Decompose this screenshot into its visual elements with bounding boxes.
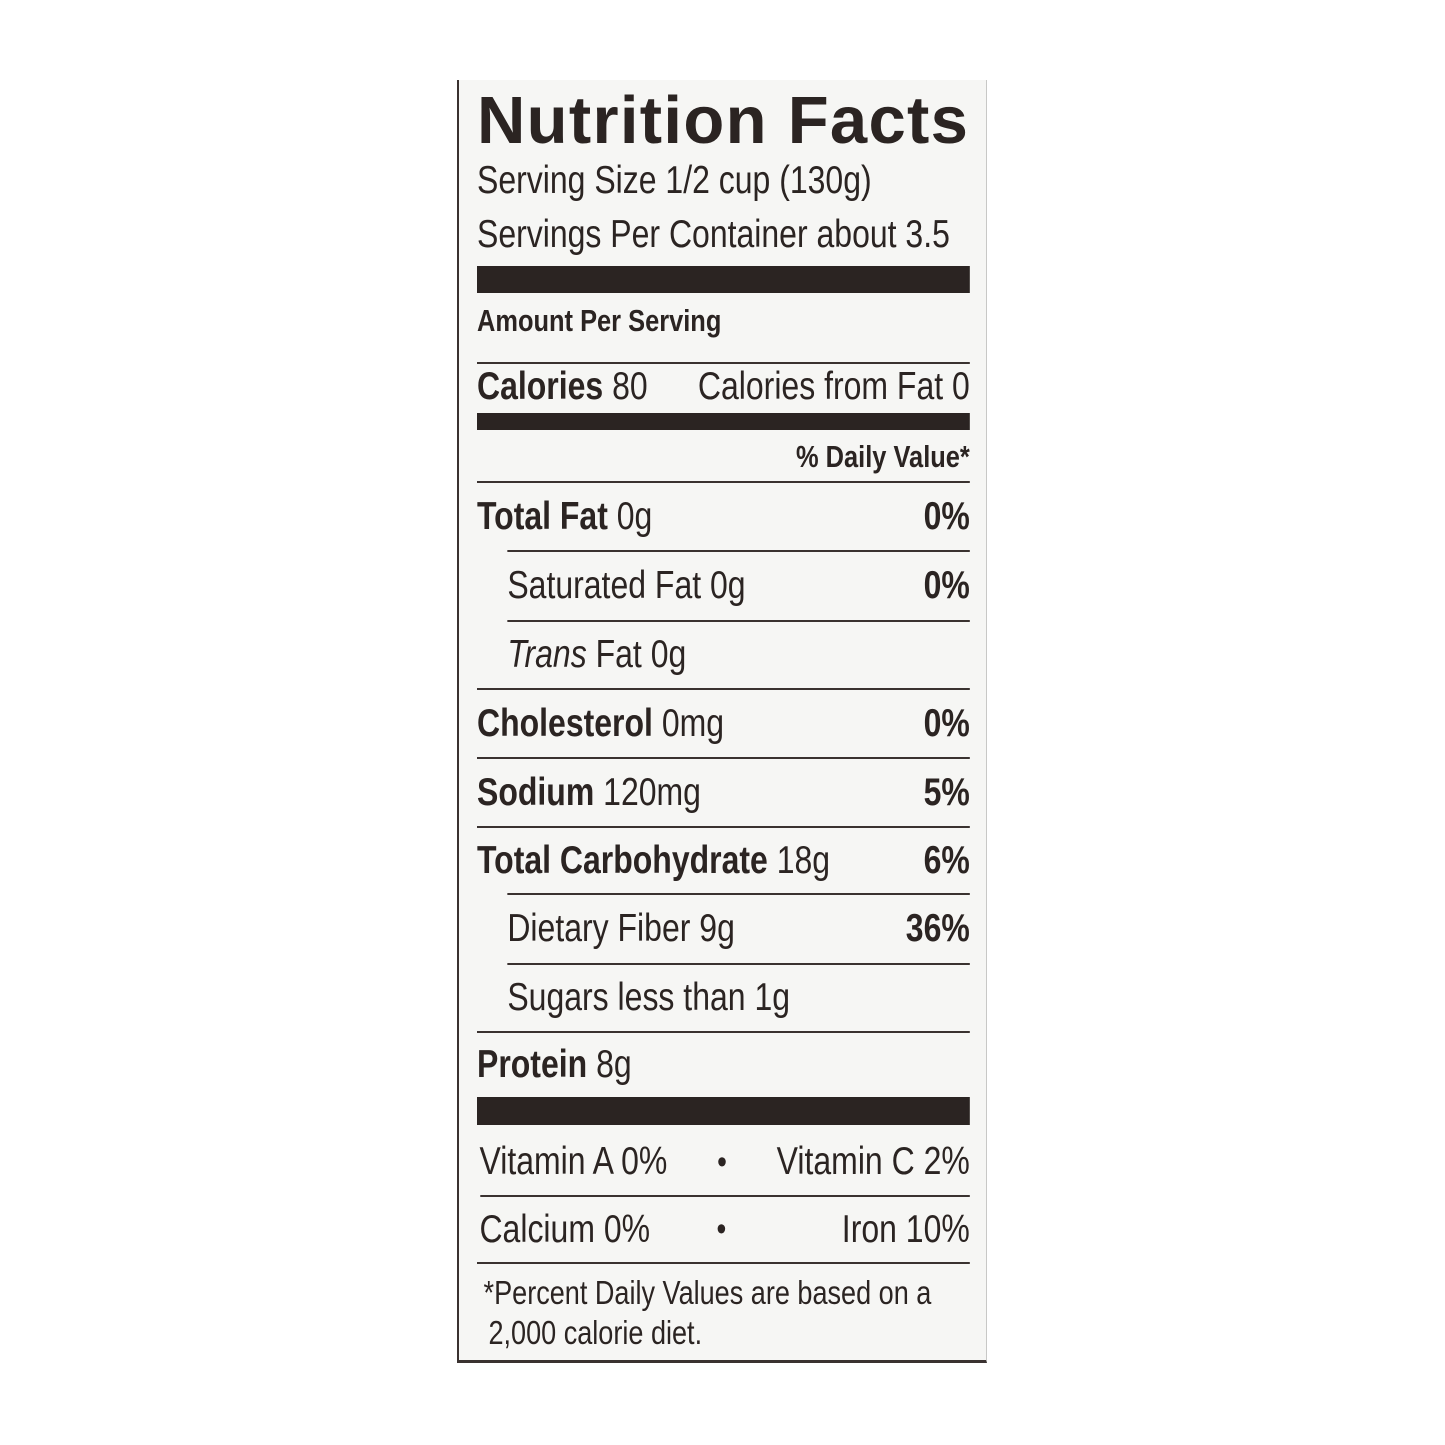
- label-title: Nutrition Facts: [477, 83, 970, 158]
- nutrient-total-fat: Total Fat 0g 0%: [477, 483, 970, 550]
- nutrient-dv: 0%: [923, 494, 970, 538]
- nutrient-label: Saturated Fat: [507, 564, 702, 607]
- nutrient-label: Total Fat: [477, 494, 608, 538]
- nutrient-amount: 9g: [699, 907, 735, 950]
- thick-divider: [477, 266, 970, 293]
- nutrient-label: Total Carbohydrate: [477, 838, 768, 882]
- nutrient-total-carbohydrate: Total Carbohydrate 18g 6%: [477, 828, 970, 893]
- nutrient-amount: 1g: [754, 976, 791, 1019]
- nutrient-saturated-fat: Saturated Fat 0g 0%: [477, 552, 970, 620]
- vitamin-a: Vitamin A 0%: [479, 1140, 668, 1183]
- nutrient-dietary-fiber: Dietary Fiber 9g 36%: [477, 895, 970, 963]
- calories: Calories 80: [477, 365, 648, 409]
- vitamin-c: Vitamin C 2%: [776, 1140, 970, 1183]
- divider: [507, 550, 970, 552]
- footnote-line-1: *Percent Daily Values are based on a: [483, 1274, 932, 1311]
- mineral-row: Calcium 0% • Iron 10%: [477, 1197, 970, 1262]
- nutrient-label: Trans: [507, 633, 587, 676]
- divider: [507, 893, 970, 895]
- iron: Iron 10%: [841, 1207, 970, 1251]
- nutrient-label: Sodium: [477, 770, 595, 814]
- divider: [477, 362, 970, 364]
- footnote-line-2: 2,000 calorie diet.: [488, 1314, 703, 1351]
- thick-divider: [477, 1097, 970, 1125]
- nutrient-dv: 0%: [923, 701, 970, 745]
- divider: [477, 757, 970, 759]
- servings-per-container: Servings Per Container about 3.5: [477, 213, 950, 256]
- calories-row: Calories 80 Calories from Fat 0: [477, 362, 970, 412]
- nutrient-dv: 0%: [923, 564, 970, 607]
- nutrient-label: Cholesterol: [477, 701, 653, 745]
- serving-size: Serving Size 1/2 cup (130g): [477, 159, 872, 202]
- label-body: Serving Size 1/2 cup (130g) Servings Per…: [477, 0, 970, 1445]
- nutrient-amount: 0g: [650, 633, 687, 676]
- divider: [477, 688, 970, 690]
- medium-divider: [477, 413, 970, 430]
- nutrient-amount: 0g: [710, 564, 746, 607]
- amount-per-serving: Amount Per Serving: [477, 303, 722, 338]
- nutrient-amount: 0g: [616, 494, 653, 538]
- vitamin-row: Vitamin A 0% • Vitamin C 2%: [477, 1130, 970, 1194]
- nutrient-label: Sugars less than: [507, 976, 746, 1019]
- divider: [477, 826, 970, 828]
- nutrient-amount: 8g: [596, 1043, 632, 1086]
- divider: [507, 620, 970, 622]
- nutrient-amount: 0mg: [661, 701, 725, 745]
- nutrient-sodium: Sodium 120mg 5%: [477, 759, 970, 826]
- calories-label: Calories: [477, 365, 604, 408]
- nutrition-facts-label: [457, 80, 987, 1363]
- nutrient-label: Protein: [477, 1043, 588, 1086]
- nutrient-label-suffix: Fat: [595, 633, 642, 676]
- bullet-separator: •: [717, 1142, 727, 1181]
- divider: [477, 1262, 970, 1264]
- nutrient-amount: 18g: [776, 838, 831, 882]
- nutrient-protein: Protein 8g: [477, 1033, 970, 1097]
- calcium: Calcium 0%: [479, 1207, 651, 1251]
- divider: [477, 1031, 970, 1033]
- bullet-separator: •: [716, 1210, 727, 1248]
- divider: [477, 481, 970, 483]
- nutrient-trans-fat: Trans Fat 0g: [477, 622, 970, 688]
- nutrient-label: Dietary Fiber: [507, 907, 691, 950]
- nutrient-amount: 120mg: [603, 770, 701, 814]
- divider: [507, 963, 970, 965]
- calories-from-fat: Calories from Fat 0: [697, 365, 970, 408]
- nutrient-dv: 5%: [923, 770, 970, 814]
- calories-value: 80: [612, 365, 648, 408]
- nutrient-cholesterol: Cholesterol 0mg 0%: [477, 690, 970, 757]
- nutrient-sugars: Sugars less than 1g: [477, 965, 970, 1031]
- daily-value-header: % Daily Value*: [796, 439, 970, 474]
- nutrient-dv: 6%: [923, 838, 970, 882]
- divider: [480, 1195, 970, 1197]
- nutrient-dv: 36%: [905, 907, 970, 950]
